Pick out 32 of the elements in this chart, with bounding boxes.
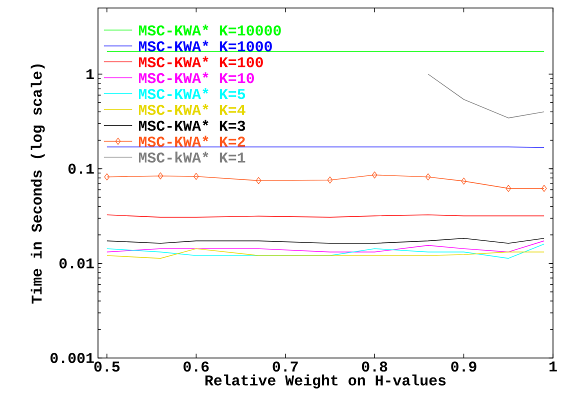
- x-tick-label: 0.5: [94, 362, 120, 372]
- x-tick-label: 0.7: [272, 362, 298, 372]
- point: [256, 177, 262, 184]
- point: [541, 184, 547, 192]
- y-tick-label: 1: [86, 69, 94, 80]
- point: [104, 173, 110, 180]
- x-tick-label: 1: [550, 362, 557, 372]
- legend-label: MSC-kWA* K=1: [138, 152, 246, 163]
- legend-label: MSC-KWA* K=5: [138, 88, 246, 100]
- point: [506, 184, 512, 192]
- legend-label: MSC-KWA* K=2: [138, 136, 245, 147]
- x-tick-label: 0.6: [184, 362, 209, 372]
- y-tick-label: 0.001: [50, 352, 94, 364]
- x-tick-label: 0.8: [362, 362, 388, 372]
- y-tick-label: 0.1: [68, 164, 94, 174]
- point: [158, 172, 164, 180]
- point: [461, 178, 466, 185]
- point: [193, 172, 199, 180]
- point: [327, 176, 333, 184]
- x-tick-label: 0.9: [451, 362, 476, 372]
- y-axis-title: Time in Seconds (log scale): [30, 64, 45, 304]
- line-series: [428, 74, 544, 118]
- legend-label: MSC-KWA* K=3: [138, 120, 246, 131]
- legend-label: MSC-KWA* K=100: [138, 56, 263, 68]
- point: [425, 173, 431, 180]
- x-axis-title: Relative Weight on H-values: [205, 374, 446, 389]
- legend-label: MSC-KWA* K=10000: [138, 24, 281, 36]
- legend-label: MSC-KWA* K=10: [138, 72, 254, 84]
- y-tick-label: 0.01: [59, 258, 94, 268]
- legend-label: MSC-KWA* K=1000: [138, 40, 272, 52]
- point: [372, 171, 378, 178]
- legend-label: MSC-KWA* K=4: [138, 104, 246, 115]
